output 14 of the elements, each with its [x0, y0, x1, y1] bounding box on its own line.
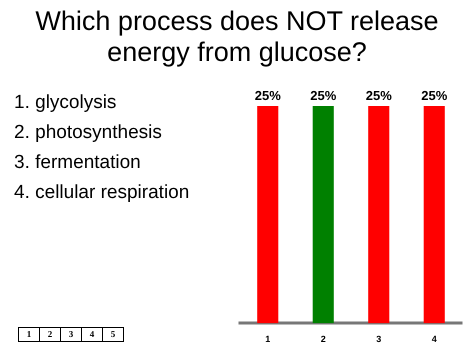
x-tick-label: 4	[432, 334, 437, 344]
text: 5	[110, 328, 116, 341]
x-tick-label: 3	[376, 334, 382, 344]
data-label: 25%	[421, 88, 448, 104]
x-tick-label: 1	[265, 334, 270, 344]
text: 3. fermentation	[14, 151, 142, 175]
data-label: 25%	[254, 88, 282, 104]
text: 2. photosynthesis	[14, 121, 163, 145]
data-label: 25%	[366, 88, 392, 104]
chart-title: Which process does NOT release energy from glucose?	[34, 6, 440, 68]
text: 4. cellular respiration	[14, 181, 190, 205]
text: 1. glycolysis	[14, 91, 118, 115]
data-label: 25%	[310, 88, 337, 104]
x-tick-label: 2	[320, 334, 326, 344]
